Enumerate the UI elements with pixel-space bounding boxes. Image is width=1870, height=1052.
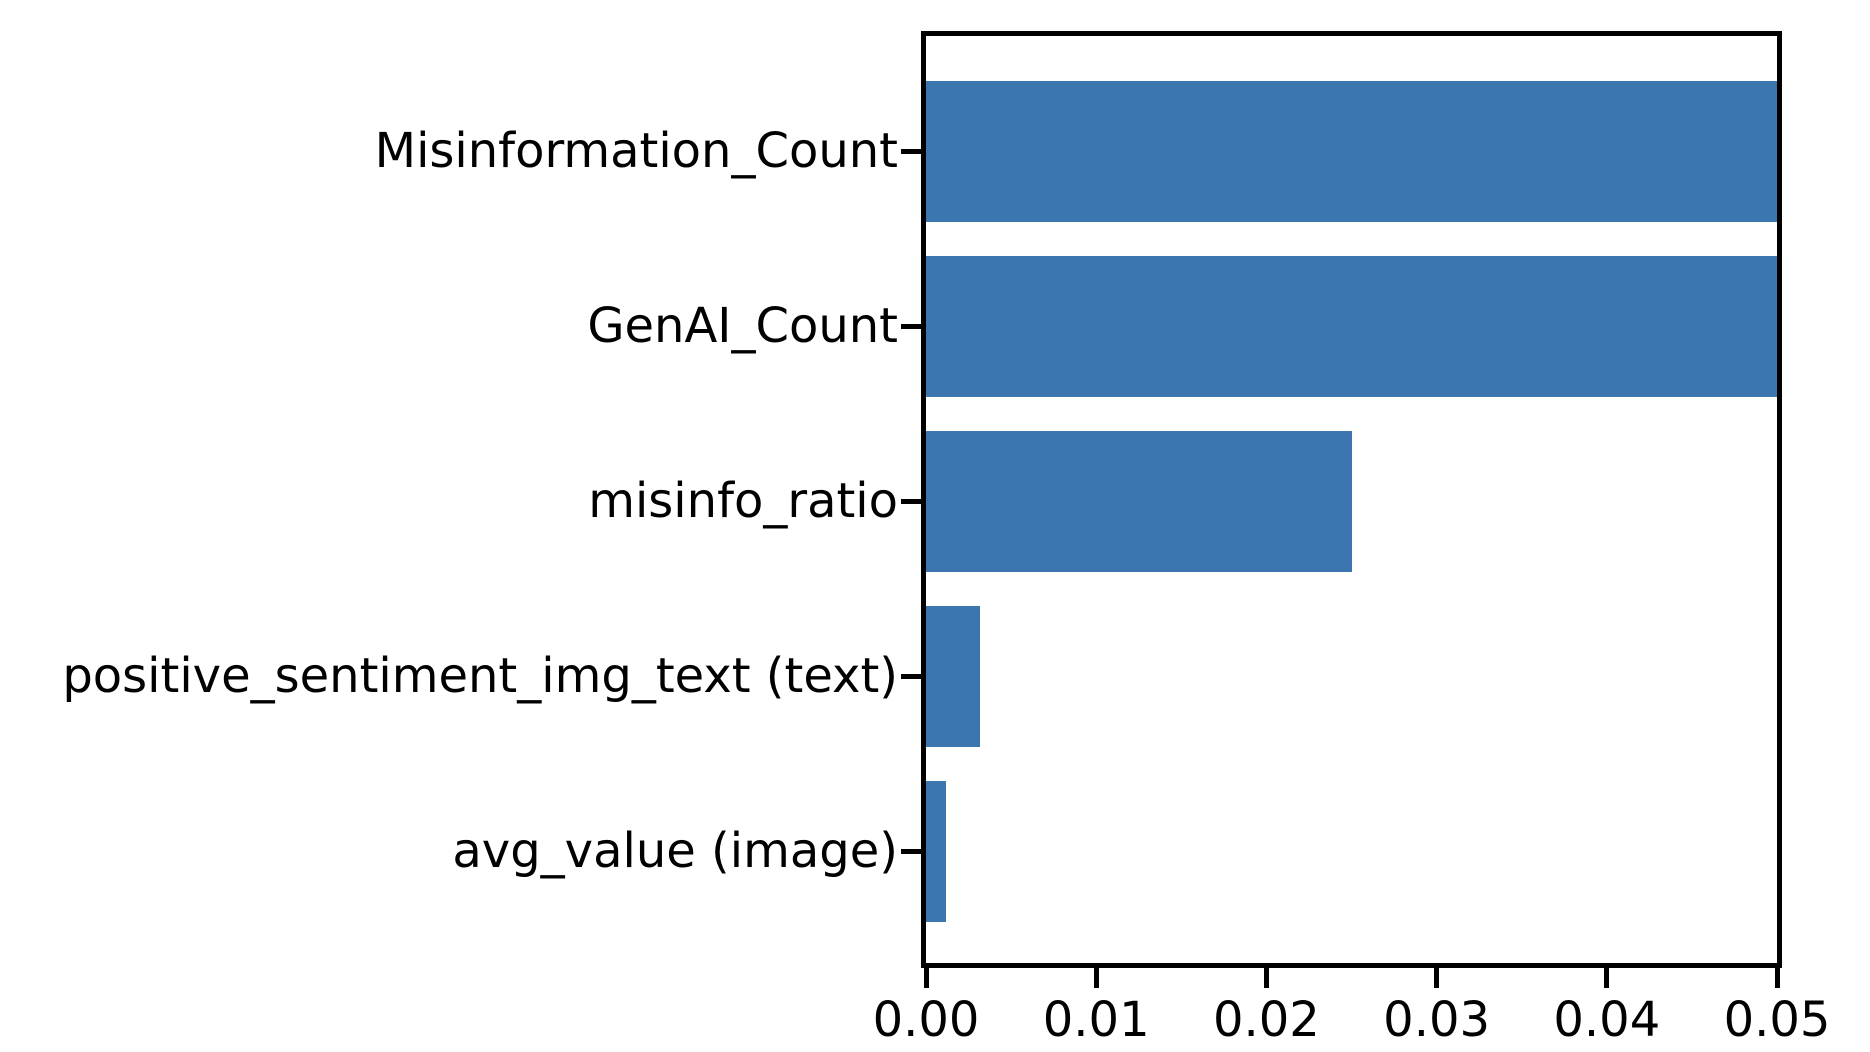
x-tick-mark bbox=[1434, 968, 1440, 988]
bar-misinfo-ratio bbox=[926, 430, 1352, 572]
plot-area bbox=[921, 31, 1782, 968]
x-tick-label-0.00: 0.00 bbox=[872, 992, 980, 1048]
x-tick-mark bbox=[1263, 968, 1269, 988]
x-tick-mark bbox=[1093, 968, 1099, 988]
bar-misinformation-count bbox=[926, 80, 1777, 222]
x-tick-label-0.05: 0.05 bbox=[1723, 992, 1831, 1048]
y-tick-mark bbox=[901, 849, 921, 854]
y-tick-label-misinformation-count: Misinformation_Count bbox=[374, 123, 898, 179]
bar-avg-value-image bbox=[926, 780, 947, 922]
y-tick-label-positive-sentiment-img-text-text: positive_sentiment_img_text (text) bbox=[62, 648, 898, 704]
y-tick-mark bbox=[901, 499, 921, 504]
y-tick-label-avg-value-image: avg_value (image) bbox=[452, 823, 898, 879]
x-tick-mark bbox=[1604, 968, 1610, 988]
y-tick-mark bbox=[901, 149, 921, 154]
y-tick-mark bbox=[901, 674, 921, 679]
x-tick-label-0.01: 0.01 bbox=[1042, 992, 1150, 1048]
x-tick-mark bbox=[923, 968, 929, 988]
y-tick-label-misinfo-ratio: misinfo_ratio bbox=[588, 473, 898, 529]
x-tick-mark bbox=[1774, 968, 1780, 988]
bar-genai-count bbox=[926, 255, 1777, 397]
bar-positive-sentiment-img-text-text bbox=[926, 605, 981, 747]
y-tick-mark bbox=[901, 324, 921, 329]
x-tick-label-0.02: 0.02 bbox=[1212, 992, 1320, 1048]
y-tick-label-genai-count: GenAI_Count bbox=[587, 298, 898, 354]
bars-group bbox=[926, 36, 1777, 963]
x-tick-label-0.04: 0.04 bbox=[1553, 992, 1661, 1048]
x-tick-label-0.03: 0.03 bbox=[1383, 992, 1491, 1048]
